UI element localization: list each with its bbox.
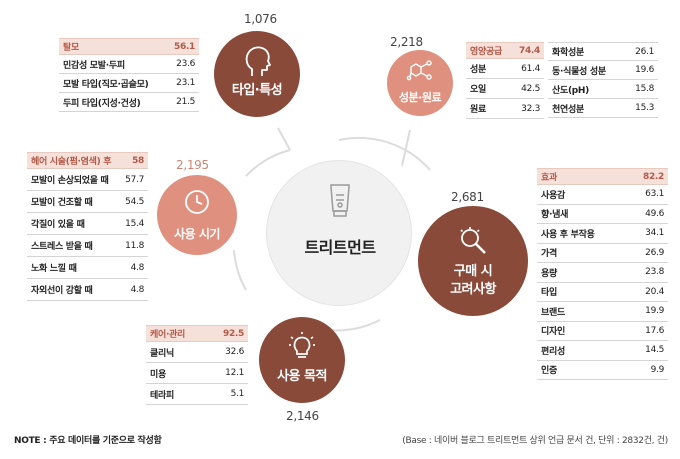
table-row: 원료 32.3 (466, 99, 544, 119)
purchase-table: 효과 82.2 사용감 63.1 향·냄새 49.6 사용 후 부작용 34.1 가격 2… (537, 168, 668, 380)
table-row: 각질이 있을 때 15.4 (27, 213, 148, 235)
purchase-label-line2: 고려사항 (450, 282, 496, 297)
table-row: 용량 23.8 (537, 263, 668, 283)
table-row: 모발이 건조할 때 54.5 (27, 191, 148, 213)
table-row: 화학성분 26.1 (548, 42, 658, 61)
tube-icon (330, 184, 350, 217)
lightbulb-icon (289, 332, 315, 358)
clock-icon (185, 190, 209, 214)
table-row: 테라피 5.1 (146, 384, 248, 405)
timing-count: 2,195 (176, 158, 209, 172)
table-row: 모발 타입(직모·곱슬모) 23.1 (59, 74, 199, 93)
purpose-circle: 사용 목적 (259, 317, 345, 403)
base-note: (Base : 네이버 블로그 트리트먼트 상위 언급 문서 건, 단위 : 2… (402, 436, 668, 446)
table-row: 가격 26.9 (537, 244, 668, 263)
table-head: 탈모 56.1 (59, 38, 199, 55)
center-title: 트리트먼트 (304, 238, 376, 257)
table-head: 영양공급 74.4 (466, 42, 544, 59)
ingredient-table-left: 영양공급 74.4 성분 61.4 오일 42.5 원료 32.3 (466, 42, 544, 119)
purchase-count: 2,681 (451, 190, 484, 204)
table-row: 민감성 모발·두피 23.6 (59, 55, 199, 74)
type-circle: 타입·특성 (214, 31, 300, 117)
table-row: 브랜드 19.9 (537, 302, 668, 322)
type-count: 1,076 (244, 12, 277, 26)
timing-circle: 사용 시기 (157, 175, 237, 255)
purpose-label: 사용 목적 (277, 369, 327, 384)
table-row: 인증 9.9 (537, 361, 668, 380)
table-row: 사용 후 부작용 34.1 (537, 224, 668, 244)
table-row: 디자인 17.6 (537, 322, 668, 341)
table-row: 스트레스 받을 때 11.8 (27, 235, 148, 257)
table-row: 산도(pH) 15.8 (548, 80, 658, 99)
type-label: 타입·특성 (231, 83, 283, 98)
table-row: 타입 20.4 (537, 283, 668, 302)
table-row: 사용감 63.1 (537, 185, 668, 205)
type-table: 탈모 56.1 민감성 모발·두피 23.6 모발 타입(직모·곱슬모) 23.1 두… (59, 38, 199, 112)
table-row: 편리성 14.5 (537, 341, 668, 361)
ingredient-label: 성분·원료 (398, 91, 442, 104)
table-row: 모발이 손상되었을 때 57.7 (27, 169, 148, 191)
timing-label: 사용 시기 (174, 227, 220, 241)
table-row: 자외선이 강할 때 4.8 (27, 279, 148, 301)
table-head: 헤어 시술(펌·염색) 후 58 (27, 152, 148, 169)
table-row: 성분 61.4 (466, 59, 544, 79)
table-head: 케어·관리 92.5 (146, 325, 248, 342)
footnote: NOTE : 주요 데이터를 기준으로 작성함 (14, 436, 162, 446)
ingredient-table-right: 화학성분 26.1 동·식물성 성분 19.6 산도(pH) 15.8 천연성분 15.… (548, 42, 658, 118)
table-row: 클리닉 32.6 (146, 342, 248, 363)
ingredient-circle: 성분·원료 (387, 50, 453, 116)
table-row: 오일 42.5 (466, 79, 544, 99)
table-head: 효과 82.2 (537, 168, 668, 185)
molecule-icon (406, 60, 432, 81)
table-row: 향·냄새 49.6 (537, 205, 668, 224)
table-row: 천연성분 15.3 (548, 99, 658, 118)
timing-table: 헤어 시술(펌·염색) 후 58 모발이 손상되었을 때 57.7 모발이 건조할 … (27, 152, 148, 301)
center-topic: 트리트먼트 (266, 160, 412, 306)
table-row: 동·식물성 성분 19.6 (548, 61, 658, 80)
purchase-circle: 구매 시 고려사항 (418, 206, 528, 316)
purpose-count: 2,146 (286, 409, 319, 423)
table-row: 두피 타입(지성·건성) 21.5 (59, 93, 199, 112)
table-row: 노화 느낄 때 4.8 (27, 257, 148, 279)
purchase-label-line1: 구매 시 (453, 264, 493, 279)
purpose-table: 케어·관리 92.5 클리닉 32.6 미용 12.1 테라피 5.1 (146, 325, 248, 405)
table-row: 미용 12.1 (146, 363, 248, 384)
ingredient-count: 2,218 (390, 35, 423, 49)
head-profile-icon (245, 46, 271, 76)
magnifier-icon (460, 227, 486, 254)
